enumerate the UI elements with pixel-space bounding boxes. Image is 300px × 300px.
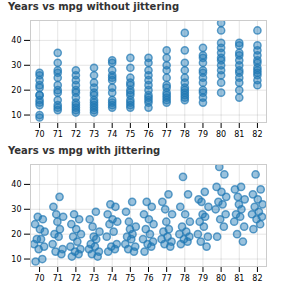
svg-text:82: 82: [252, 274, 262, 283]
svg-text:10: 10: [11, 255, 21, 264]
html-text:Years vs mpg with jittering: Years vs mpg with jittering: [8, 145, 161, 156]
svg-text:40: 40: [11, 180, 21, 189]
svg-text:40: 40: [11, 36, 21, 45]
svg-text:75: 75: [125, 130, 135, 139]
svg-text:78: 78: [180, 130, 190, 139]
svg-text:80: 80: [216, 130, 226, 139]
svg-text:77: 77: [162, 274, 172, 283]
svg-text:74: 74: [107, 130, 117, 139]
html-text:Years vs mpg without jittering: Years vs mpg without jittering: [8, 1, 179, 12]
svg-text:20: 20: [11, 230, 21, 239]
svg-text:76: 76: [143, 274, 153, 283]
svg-text:71: 71: [53, 274, 63, 283]
svg-text:30: 30: [11, 205, 21, 214]
svg-text:76: 76: [143, 130, 153, 139]
svg-text:73: 73: [89, 274, 99, 283]
svg-text:70: 70: [34, 130, 44, 139]
svg-text:79: 79: [198, 274, 208, 283]
svg-text:78: 78: [180, 274, 190, 283]
svg-text:75: 75: [125, 274, 135, 283]
svg-text:81: 81: [234, 274, 244, 283]
svg-text:74: 74: [107, 274, 117, 283]
svg-text:70: 70: [34, 274, 44, 283]
svg-text:10: 10: [11, 111, 21, 120]
svg-text:72: 72: [71, 274, 81, 283]
svg-text:82: 82: [252, 130, 262, 139]
svg-text:20: 20: [11, 86, 21, 95]
svg-text:71: 71: [53, 130, 63, 139]
svg-text:72: 72: [71, 130, 81, 139]
svg-text:73: 73: [89, 130, 99, 139]
svg-text:77: 77: [162, 130, 172, 139]
svg-text:30: 30: [11, 61, 21, 70]
svg-text:79: 79: [198, 130, 208, 139]
svg-text:80: 80: [216, 274, 226, 283]
svg-text:81: 81: [234, 130, 244, 139]
